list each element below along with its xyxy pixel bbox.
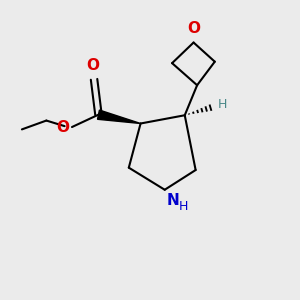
Text: O: O <box>187 21 200 36</box>
Polygon shape <box>98 110 141 124</box>
Text: H: H <box>218 98 227 111</box>
Text: O: O <box>57 119 70 134</box>
Text: H: H <box>179 200 188 213</box>
Text: N: N <box>166 193 179 208</box>
Text: O: O <box>86 58 99 73</box>
